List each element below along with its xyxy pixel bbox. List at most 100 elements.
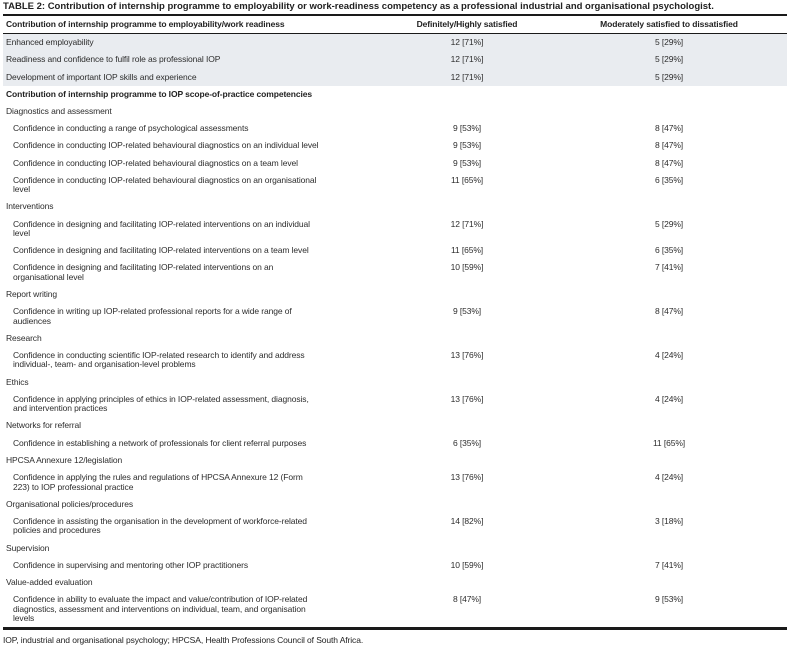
moderately-dissatisfied-value: 8 [47%]: [654, 157, 684, 168]
definitely-satisfied-value: 9 [53%]: [452, 140, 482, 151]
row-label: Enhanced employability: [3, 33, 383, 52]
row-label: Confidence in establishing a network of …: [13, 437, 307, 448]
row-label: Confidence in supervising and mentoring …: [13, 559, 248, 570]
section-header-row: HPCSA Annexure 12/legislation: [3, 452, 787, 469]
section-header-row: Ethics: [3, 374, 787, 391]
moderately-dissatisfied-value: 4 [24%]: [654, 393, 684, 404]
row-label: Readiness and confidence to fulfil role …: [3, 51, 383, 69]
table-row: Confidence in conducting a range of psyc…: [3, 120, 787, 137]
section-header-row: Networks for referral: [3, 417, 787, 434]
definitely-satisfied-value: 12 [71%]: [383, 51, 551, 69]
table-row: Development of important IOP skills and …: [3, 68, 787, 86]
section-header-row: Supervision: [3, 540, 787, 557]
row-label: Confidence in ability to evaluate the im…: [13, 594, 308, 623]
table-row: Confidence in conducting IOP-related beh…: [3, 155, 787, 172]
row-label: Confidence in conducting IOP-related beh…: [13, 157, 298, 168]
definitely-satisfied-value: 11 [65%]: [450, 174, 484, 185]
row-label: Confidence in conducting scientific IOP-…: [13, 350, 305, 370]
column-header-definitely-satisfied: Definitely/Highly satisfied: [383, 15, 551, 35]
table-row: Confidence in conducting scientific IOP-…: [3, 347, 787, 374]
definitely-satisfied-value: 12 [71%]: [383, 33, 551, 52]
bottom-rule: [3, 627, 787, 630]
table-row: Confidence in designing and facilitating…: [3, 242, 787, 259]
row-label: Confidence in conducting a range of psyc…: [13, 123, 249, 134]
moderately-dissatisfied-value: 8 [47%]: [654, 306, 684, 317]
definitely-satisfied-value: 12 [71%]: [450, 218, 484, 229]
section-header-row: Diagnostics and assessment: [3, 103, 787, 120]
table-row: Confidence in applying the rules and reg…: [3, 469, 787, 496]
row-label: Confidence in writing up IOP-related pro…: [13, 306, 292, 326]
table-title: TABLE 2: Contribution of internship prog…: [3, 0, 787, 12]
moderately-dissatisfied-value: 7 [41%]: [654, 262, 684, 273]
row-label: Confidence in conducting IOP-related beh…: [13, 140, 319, 151]
definitely-satisfied-value: 13 [76%]: [450, 393, 484, 404]
section-header-label: Report writing: [6, 289, 58, 300]
section-header-row: Report writing: [3, 286, 787, 303]
header-row: Contribution of internship programme to …: [3, 15, 787, 35]
table-row: Confidence in designing and facilitating…: [3, 259, 787, 286]
section-header-row: Organisational policies/procedures: [3, 496, 787, 513]
section-header-row: Value-added evaluation: [3, 574, 787, 591]
definitely-satisfied-value: 11 [65%]: [450, 245, 484, 256]
moderately-dissatisfied-value: 5 [29%]: [551, 33, 787, 52]
table-row: Confidence in conducting IOP-related beh…: [3, 137, 787, 154]
table-row: Confidence in applying principles of eth…: [3, 391, 787, 418]
section-header-row: Interventions: [3, 198, 787, 215]
section-header-label: Diagnostics and assessment: [6, 106, 112, 116]
top-rule: [3, 13, 787, 16]
definitely-satisfied-value: 6 [35%]: [452, 437, 482, 448]
definitely-satisfied-value: 10 [59%]: [450, 262, 484, 273]
section-header-label: Research: [6, 332, 42, 343]
definitely-satisfied-value: 14 [82%]: [450, 515, 484, 526]
section-header-label: HPCSA Annexure 12/legislation: [6, 454, 123, 465]
definitely-satisfied-value: 12 [71%]: [383, 68, 551, 86]
section-header-label: Networks for referral: [6, 420, 81, 431]
definitely-satisfied-value: 9 [53%]: [452, 306, 482, 317]
definitely-satisfied-value: 8 [47%]: [452, 594, 482, 605]
table-footnote: IOP, industrial and organisational psych…: [3, 634, 364, 645]
section-header-label: Contribution of internship programme to …: [6, 88, 313, 99]
definitely-satisfied-value: 9 [53%]: [452, 157, 482, 168]
definitely-satisfied-value: 13 [76%]: [450, 350, 484, 361]
table-number-label: TABLE 2:: [3, 1, 46, 12]
table-row: Confidence in conducting IOP-related beh…: [3, 172, 787, 199]
row-label: Confidence in assisting the organisation…: [13, 515, 307, 536]
row-label: Confidence in applying the rules and reg…: [13, 472, 303, 492]
section-header-row: Contribution of internship programme to …: [3, 86, 787, 103]
row-label: Confidence in designing and facilitating…: [13, 218, 310, 239]
table-caption: Contribution of internship programme to …: [47, 1, 714, 12]
table-row: Confidence in supervising and mentoring …: [3, 557, 787, 574]
section-header-label: Ethics: [6, 376, 29, 387]
table-row: Confidence in writing up IOP-related pro…: [3, 303, 787, 330]
table-row: Enhanced employability 12 [71%] 5 [29%]: [3, 33, 787, 52]
results-table: Contribution of internship programme to …: [3, 15, 787, 627]
moderately-dissatisfied-value: 5 [29%]: [551, 68, 787, 86]
moderately-dissatisfied-value: 5 [29%]: [654, 218, 684, 229]
table-row: Confidence in ability to evaluate the im…: [3, 591, 787, 627]
table-row: Confidence in assisting the organisation…: [3, 513, 787, 540]
column-header-contribution: Contribution of internship programme to …: [3, 15, 383, 35]
moderately-dissatisfied-value: 11 [65%]: [652, 437, 686, 448]
moderately-dissatisfied-value: 6 [35%]: [654, 174, 684, 185]
section-header-row: Research: [3, 330, 787, 347]
section-header-label: Value-added evaluation: [6, 576, 93, 587]
row-label: Confidence in designing and facilitating…: [13, 245, 309, 256]
table-row: Confidence in establishing a network of …: [3, 435, 787, 452]
section-header-label: Supervision: [6, 542, 50, 553]
definitely-satisfied-value: 13 [76%]: [450, 472, 484, 483]
table-row: Readiness and confidence to fulfil role …: [3, 51, 787, 69]
row-label: Development of important IOP skills and …: [3, 68, 383, 86]
moderately-dissatisfied-value: 5 [29%]: [551, 51, 787, 69]
row-label: Confidence in designing and facilitating…: [13, 262, 274, 282]
moderately-dissatisfied-value: 8 [47%]: [654, 123, 684, 134]
column-header-moderately-dissatisfied: Moderately satisfied to dissatisfied: [551, 15, 787, 35]
moderately-dissatisfied-value: 8 [47%]: [654, 140, 684, 151]
section-header-label: Organisational policies/procedures: [6, 498, 134, 509]
section-header-label: Interventions: [6, 201, 54, 212]
row-label: Confidence in applying principles of eth…: [13, 393, 309, 414]
table-body: Enhanced employability 12 [71%] 5 [29%] Rea…: [3, 33, 787, 627]
moderately-dissatisfied-value: 7 [41%]: [654, 559, 684, 570]
moderately-dissatisfied-value: 4 [24%]: [654, 350, 684, 361]
moderately-dissatisfied-value: 9 [53%]: [654, 594, 684, 605]
